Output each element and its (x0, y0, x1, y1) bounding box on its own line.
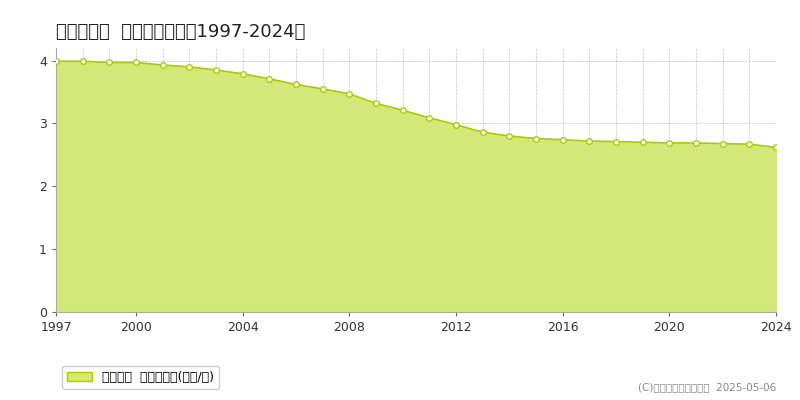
Legend: 基準地価  平均坪単価(万円/坪): 基準地価 平均坪単価(万円/坪) (62, 366, 219, 389)
Text: (C)土地価格ドットコム  2025-05-06: (C)土地価格ドットコム 2025-05-06 (638, 382, 776, 392)
Text: 中富良野町  基準地価推移［1997-2024］: 中富良野町 基準地価推移［1997-2024］ (56, 23, 306, 41)
